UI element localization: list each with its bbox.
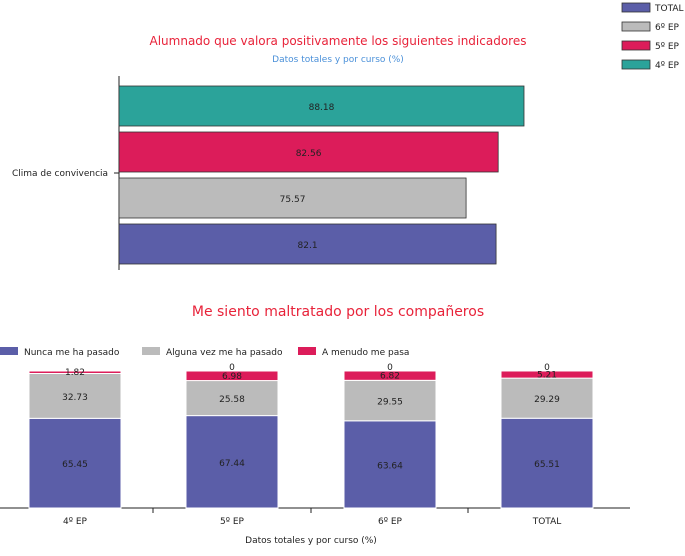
chart2-legend-swatch-2	[298, 347, 316, 355]
chart2-bar-0-0	[28, 417, 122, 509]
chart1-legend-swatch-2	[621, 21, 651, 32]
chart1-bar-value-label-0: 88.18	[309, 103, 335, 113]
chart2-category-label-0: 4º EP	[63, 517, 88, 527]
chart2-data-label-3-2: 5.21	[537, 371, 557, 381]
chart2-data-label-1-1: 25.58	[219, 395, 245, 405]
chart2-legend-swatch-1	[142, 347, 160, 355]
chart2-bar-2-2	[343, 370, 437, 381]
chart1-bar-0	[118, 85, 525, 127]
chart2-category-label-2: 6º EP	[378, 517, 403, 527]
chart2-data-label-0-0: 65.45	[62, 460, 88, 470]
chart1-bar-3	[118, 223, 497, 265]
chart1-legend-swatch-3	[621, 2, 651, 13]
chart1-legend-label-3: TOTAL	[654, 4, 684, 14]
chart2-data-label-2-2: 6.82	[380, 372, 400, 382]
chart2-bar-1-2	[185, 370, 279, 382]
chart1-legend-swatch-0	[621, 59, 651, 70]
chart1-subtitle: Datos totales y por curso (%)	[272, 55, 404, 65]
chart2-bar-0-2	[28, 370, 122, 374]
chart1-plot-area: 88.18 82.56 75.57 82.1 Clima de convivencia	[12, 76, 525, 270]
chart1-legend-swatch-1	[621, 40, 651, 51]
chart2-bar-3-2	[500, 370, 594, 379]
chart2-data-label-0-1: 32.73	[62, 393, 88, 403]
chart2-legend-swatch-0	[0, 347, 18, 355]
chart1-legend: TOTAL 6º EP 5º EP 4º EP	[621, 2, 684, 71]
chart2-data-label-3-3: 0	[544, 363, 550, 373]
chart1-legend-label-2: 6º EP	[655, 23, 680, 33]
chart2-bar-1-0	[185, 415, 279, 509]
chart2-title: Me siento maltratado por los compañeros	[192, 304, 484, 320]
chart2-data-label-1-3: 0	[229, 363, 235, 373]
chart2-category-label-3: TOTAL	[532, 517, 562, 527]
chart1-category-label: Clima de convivencia	[12, 169, 108, 179]
chart2-data-label-2-3: 0	[387, 363, 393, 373]
chart2-data-label-1-0: 67.44	[219, 459, 245, 469]
chart2-data-label-1-2: 6.98	[222, 372, 242, 382]
chart1-bar-value-label-3: 82.1	[298, 241, 318, 251]
chart2-legend-label-2: A menudo me pasa	[322, 348, 409, 358]
chart1-legend-label-0: 4º EP	[655, 61, 680, 71]
chart2-legend-label-1: Alguna vez me ha pasado	[166, 348, 283, 358]
chart2-data-label-3-1: 29.29	[534, 395, 560, 405]
chart2-bar-3-0	[500, 417, 594, 509]
chart2-category-label-1: 5º EP	[220, 517, 245, 527]
chart1-bar-value-label-1: 82.56	[296, 149, 322, 159]
chart2-bar-2-0	[343, 420, 437, 509]
chart1-legend-label-1: 5º EP	[655, 42, 680, 52]
chart1-title: Alumnado que valora positivamente los si…	[150, 34, 527, 48]
chart2-bar-3-1	[500, 377, 594, 419]
chart2-data-label-2-1: 29.55	[377, 398, 403, 408]
chart2-bar-0-1	[28, 372, 122, 419]
chart1-bar-1	[118, 131, 499, 173]
chart2-data-label-0-2: 1.82	[65, 368, 85, 378]
chart2-data-label-2-0: 63.64	[377, 461, 403, 471]
chart2-data-label-3-0: 65.51	[534, 460, 560, 470]
chart2-bar-1-1	[185, 380, 279, 417]
chart1-bar-2	[118, 177, 467, 219]
chart2-legend: Nunca me ha pasado Alguna vez me ha pasad…	[0, 347, 409, 358]
chart2-x-axis-label: Datos totales y por curso (%)	[245, 536, 377, 546]
chart2-legend-label-0: Nunca me ha pasado	[24, 348, 120, 358]
chart1-bar-value-label-2: 75.57	[280, 195, 306, 205]
